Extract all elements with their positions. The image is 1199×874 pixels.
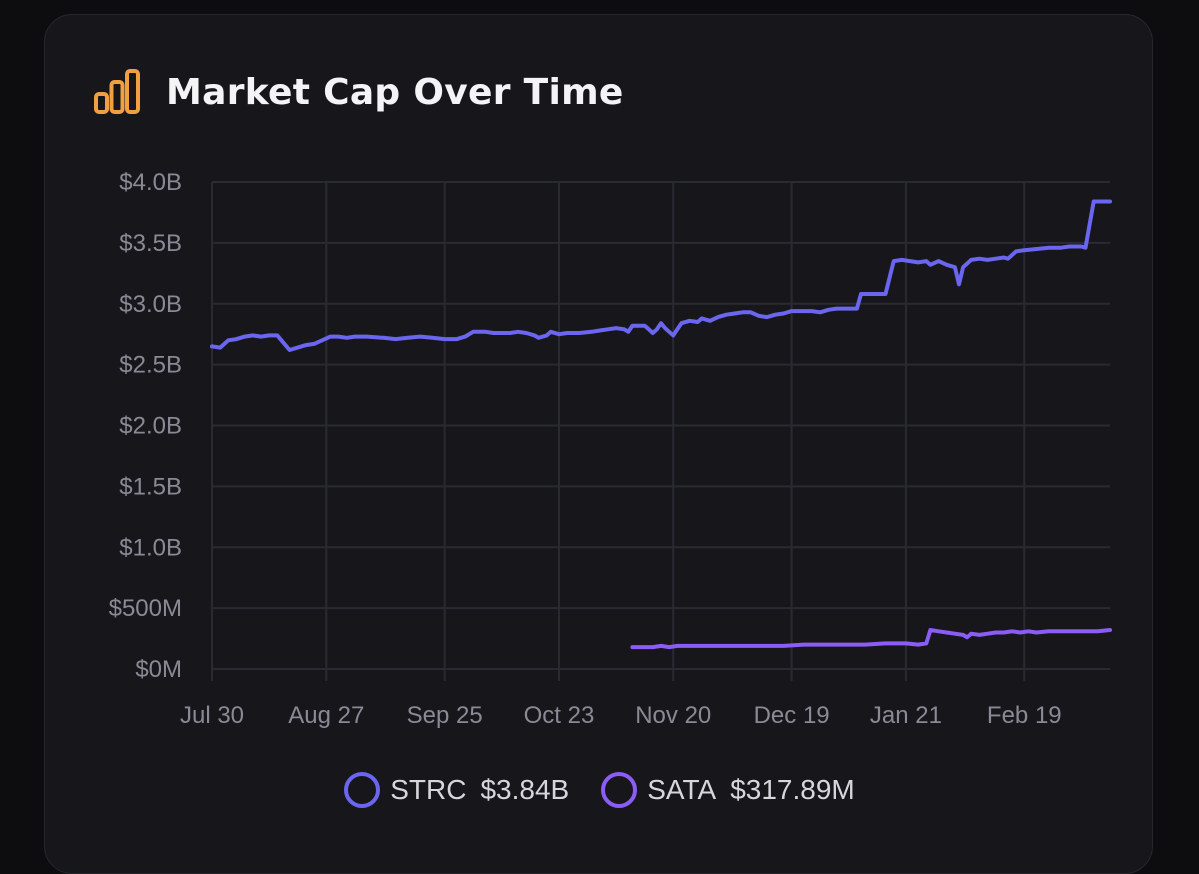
- y-tick-label: $4.0B: [119, 169, 182, 196]
- legend-strc-name: STRC: [390, 774, 467, 805]
- series-line-strc[interactable]: [210, 199, 1112, 352]
- legend-sata-value: $317.89M: [730, 774, 855, 805]
- chart-grid: [211, 181, 1110, 681]
- legend-sata-name: SATA: [647, 774, 717, 805]
- bar-chart-icon: [94, 69, 140, 114]
- y-tick-label: $2.5B: [119, 352, 182, 379]
- card-title: Market Cap Over Time: [166, 71, 624, 113]
- x-tick-label: Feb 19: [987, 702, 1062, 729]
- y-tick-label: $0M: [135, 656, 182, 683]
- chart-legend: STRC $3.84B SATA $317.89M: [0, 772, 1199, 808]
- sata-swatch-icon: [601, 772, 638, 808]
- x-tick-label: Jul 30: [180, 702, 244, 729]
- x-tick-label: Aug 27: [288, 702, 364, 729]
- x-tick-label: Sep 25: [407, 702, 483, 729]
- legend-strc-value: $3.84B: [480, 774, 570, 805]
- y-axis: $0M $500M $1.0B $1.5B $2.0B $2.5B $3.0B $3.5B $4…: [109, 169, 182, 683]
- y-tick-label: $2.0B: [119, 413, 182, 440]
- chart-series: [210, 199, 1112, 650]
- legend-item-strc[interactable]: STRC $3.84B: [344, 772, 569, 808]
- y-tick-label: $1.5B: [119, 473, 182, 500]
- strc-swatch-icon: [344, 772, 381, 808]
- x-tick-label: Nov 20: [635, 702, 711, 729]
- card-header: Market Cap Over Time: [94, 68, 624, 116]
- x-tick-label: Dec 19: [754, 702, 830, 729]
- x-axis: Jul 30 Aug 27 Sep 25 Oct 23 Nov 20 Dec 19 Jan …: [180, 702, 1062, 729]
- y-tick-label: $500M: [109, 595, 182, 622]
- chart-card: [44, 14, 1153, 874]
- x-tick-label: Oct 23: [524, 702, 595, 729]
- x-tick-label: Jan 21: [870, 702, 942, 729]
- market-cap-chart: $0M $500M $1.0B $1.5B $2.0B $2.5B $3.0B $3.5B $4…: [109, 169, 1112, 729]
- y-tick-label: $1.0B: [119, 534, 182, 561]
- y-tick-label: $3.0B: [119, 291, 182, 318]
- y-tick-label: $3.5B: [119, 230, 182, 257]
- legend-item-sata[interactable]: SATA $317.89M: [601, 772, 855, 808]
- series-line-sata[interactable]: [630, 628, 1112, 650]
